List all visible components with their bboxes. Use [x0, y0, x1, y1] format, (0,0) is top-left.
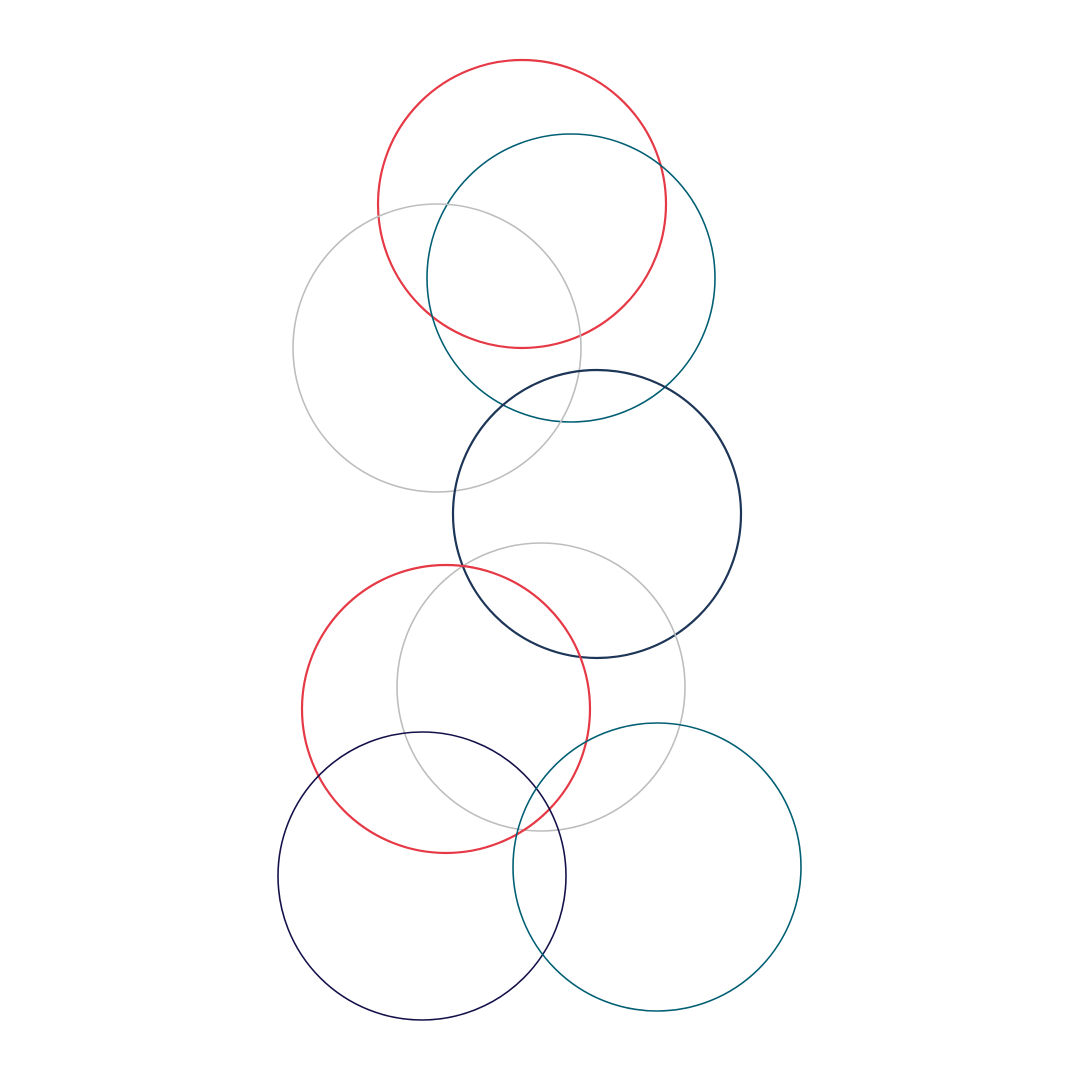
circle-gray-middle — [396, 542, 686, 832]
circle-teal-top — [426, 133, 716, 423]
circle-indigo-bottom — [277, 731, 567, 1021]
circle-navy-middle — [451, 368, 743, 660]
circle-red-top — [376, 58, 668, 350]
circle-teal-bottom — [512, 722, 802, 1012]
circle-red-lower — [300, 563, 592, 855]
circle-layer — [277, 58, 802, 1021]
circle-gray-top — [292, 203, 582, 493]
